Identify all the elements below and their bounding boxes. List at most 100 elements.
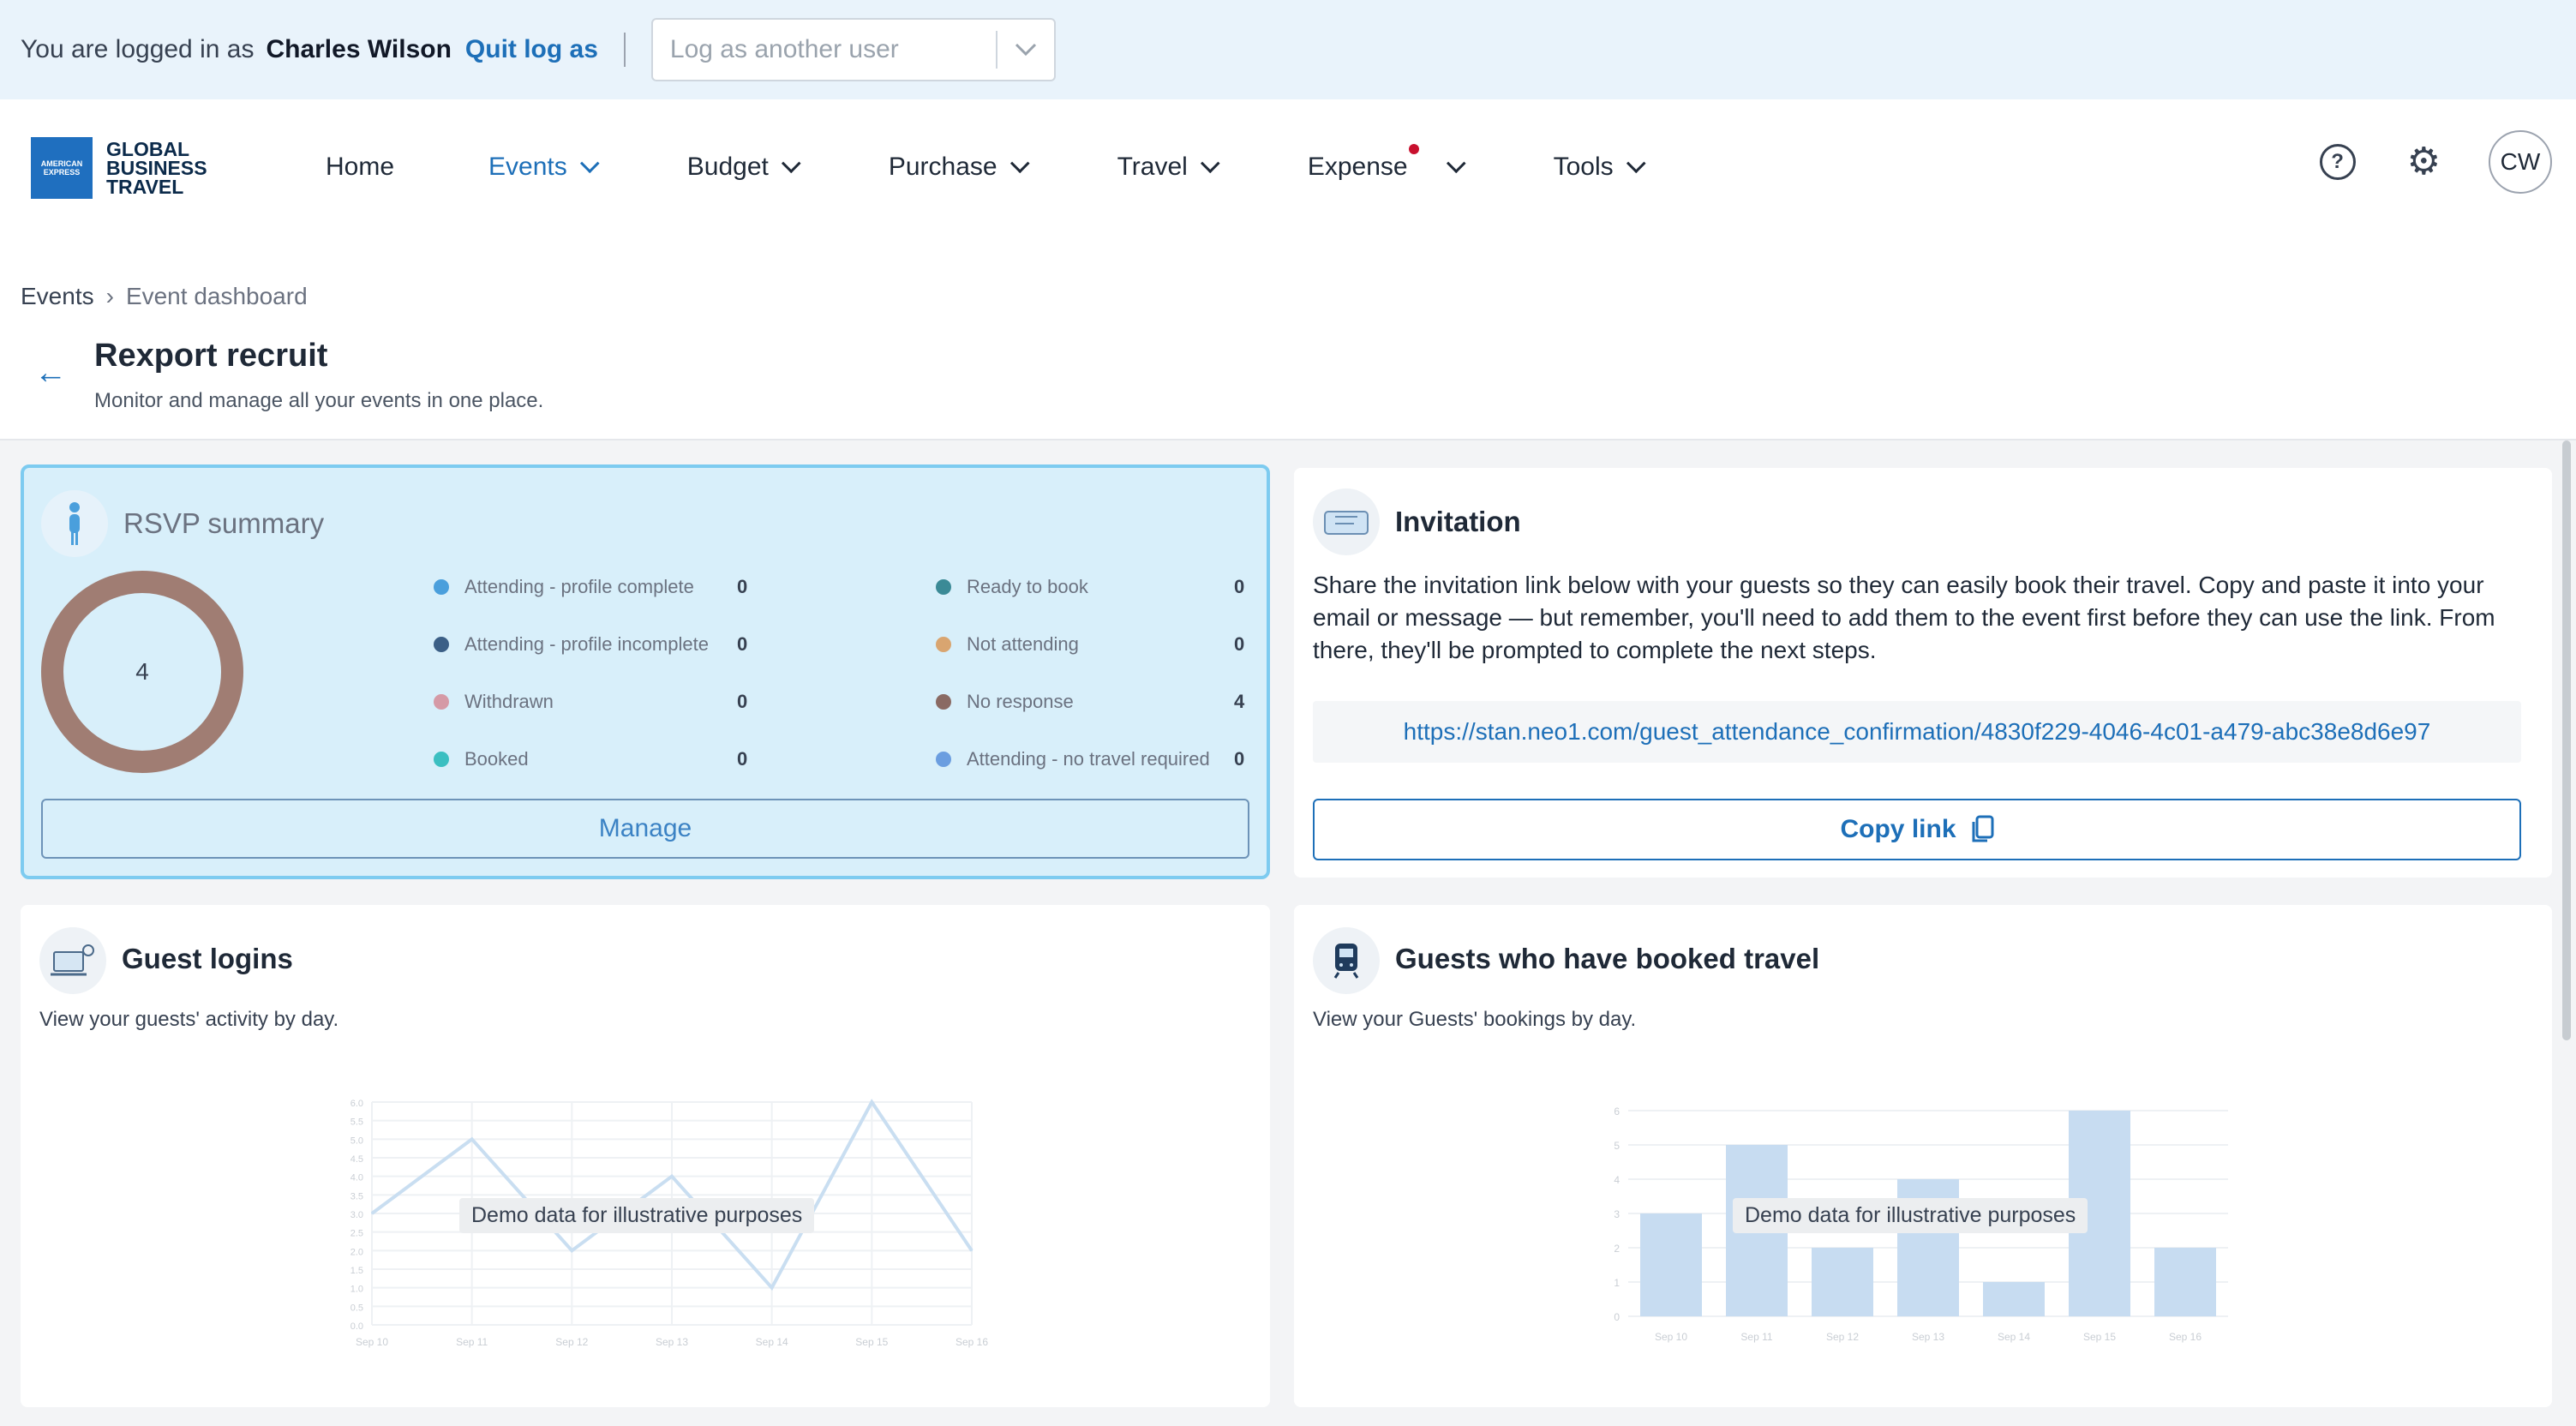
legend-not-attending: Not attending (936, 633, 1079, 656)
guests-booked-desc: View your Guests' bookings by day. (1313, 1008, 1637, 1031)
legend-value: 0 (1234, 748, 1245, 770)
nav-utilities: ? ⚙ CW (2319, 130, 2552, 194)
legend-value: 0 (737, 633, 748, 655)
y-tick-label: 3 (1614, 1208, 1620, 1220)
y-tick-label: 6 (1614, 1105, 1620, 1117)
breadcrumb-current: Event dashboard (125, 283, 308, 309)
x-tick-label: Sep 15 (855, 1336, 888, 1348)
chevron-down-icon (1446, 153, 1466, 174)
page-title: Rexport recruit (94, 338, 328, 374)
impersonated-user: Charles Wilson (266, 35, 452, 63)
brand-logo[interactable]: AMERICAN EXPRESS GLOBAL BUSINESS TRAVEL (31, 137, 207, 199)
nav-purchase[interactable]: Purchase (889, 153, 1030, 182)
x-tick-label: Sep 13 (656, 1336, 688, 1348)
y-tick-label: 6.0 (350, 1099, 363, 1109)
brand-line-3: TRAVEL (106, 176, 184, 198)
y-tick-label: 2.0 (350, 1247, 363, 1257)
guests-booked-bar-chart: 0 1 2 3 4 5 6 Sep 10 Sep 11 Sep 12 Sep 13 Sep 14 Sep… (1614, 1105, 2228, 1343)
bar (1983, 1282, 2045, 1316)
nav-events[interactable]: Events (488, 153, 600, 182)
top-navbar: AMERICAN EXPRESS GLOBAL BUSINESS TRAVEL … (0, 99, 2576, 235)
bar (1640, 1213, 1702, 1316)
guest-logins-title: Guest logins (122, 943, 293, 974)
train-icon (1313, 927, 1380, 994)
x-tick-label: Sep 12 (1826, 1331, 1859, 1343)
y-tick-label: 0.0 (350, 1321, 363, 1332)
brand-line-2: BUSINESS (106, 157, 207, 179)
y-tick-label: 3.5 (350, 1191, 363, 1201)
chevron-down-icon (1626, 153, 1646, 174)
series-line (370, 1099, 973, 1291)
y-tick-label: 1.0 (350, 1285, 363, 1295)
log-as-user-select[interactable]: Log as another user (650, 18, 1056, 81)
logged-in-prefix: You are logged in as (21, 35, 255, 63)
nav-travel[interactable]: Travel (1117, 153, 1220, 182)
x-tick-label: Sep 14 (1998, 1331, 2030, 1343)
nav-expense[interactable]: Expense (1308, 144, 1466, 182)
invitation-card: Invitation Share the invitation link bel… (1294, 468, 2552, 878)
legend-value: 4 (1234, 691, 1245, 712)
chevron-down-icon (1200, 153, 1220, 174)
y-tick-label: 4.5 (350, 1154, 363, 1165)
vertical-scrollbar[interactable] (2562, 440, 2571, 1040)
chevron-down-icon (781, 153, 801, 174)
gear-icon[interactable]: ⚙ (2406, 141, 2441, 183)
page-header: Events › Event dashboard ← Rexport recru… (0, 235, 2576, 440)
x-tick-label: Sep 11 (1740, 1331, 1772, 1343)
bar (2154, 1248, 2216, 1316)
y-tick-label: 2.5 (350, 1229, 363, 1239)
logins-icon (39, 927, 106, 994)
x-tick-label: Sep 14 (756, 1336, 788, 1348)
nav-budget[interactable]: Budget (687, 153, 801, 182)
guest-logins-desc: View your guests' activity by day. (39, 1008, 339, 1031)
legend-ready-to-book: Ready to book (936, 576, 1088, 598)
person-icon (41, 490, 108, 557)
legend-value: 0 (1234, 633, 1245, 655)
y-tick-label: 5 (1614, 1140, 1620, 1152)
chevron-down-icon (1015, 43, 1036, 57)
x-tick-label: Sep 10 (356, 1336, 388, 1348)
legend-no-response: No response (936, 691, 1074, 713)
legend-no-travel: Attending - no travel required (936, 748, 1210, 770)
nav-menu: Home Events Budget Purchase Travel Expen… (326, 99, 1646, 235)
y-tick-label: 1 (1614, 1277, 1620, 1289)
rsvp-title: RSVP summary (123, 507, 325, 539)
legend-value: 0 (737, 748, 748, 770)
help-icon[interactable]: ? (2319, 144, 2356, 180)
legend-booked: Booked (434, 748, 529, 770)
page-subtitle: Monitor and manage all your events in on… (94, 389, 544, 412)
guests-booked-title: Guests who have booked travel (1395, 943, 1820, 974)
bar (1812, 1248, 1873, 1316)
copy-icon (1972, 815, 1993, 842)
notification-dot (1408, 144, 1419, 154)
guest-logins-card: Guest logins View your guests' activity … (21, 905, 1270, 1407)
x-tick-label: Sep 15 (2083, 1331, 2116, 1343)
x-tick-label: Sep 16 (2169, 1331, 2202, 1343)
x-tick-label: Sep 11 (456, 1336, 488, 1348)
breadcrumb: Events › Event dashboard (21, 283, 308, 310)
amex-logo-box: AMERICAN EXPRESS (31, 137, 93, 199)
nav-home[interactable]: Home (326, 153, 395, 181)
rsvp-donut-chart: 4 (41, 571, 243, 773)
nav-tools[interactable]: Tools (1554, 153, 1646, 182)
invitation-title: Invitation (1395, 506, 1521, 537)
avatar[interactable]: CW (2489, 130, 2552, 194)
invitation-link[interactable]: https://stan.neo1.com/guest_attendance_c… (1313, 701, 2521, 763)
brand-line-1: GLOBAL (106, 138, 190, 160)
demo-data-label: Demo data for illustrative purposes (459, 1198, 815, 1233)
breadcrumb-events[interactable]: Events (21, 283, 94, 309)
divider (623, 33, 626, 67)
chevron-down-icon (1009, 153, 1030, 174)
guest-logins-line-chart: 0.0 0.5 1.0 1.5 2.0 2.5 3.0 3.5 4.0 4.5 5.0 5.5 6.0 S… (350, 1099, 989, 1348)
guests-booked-card: Guests who have booked travel View your … (1294, 905, 2552, 1407)
quit-log-as-link[interactable]: Quit log as (464, 35, 598, 63)
y-tick-label: 4.0 (350, 1173, 363, 1183)
back-arrow-icon[interactable]: ← (34, 355, 67, 391)
chevron-down-icon (579, 153, 600, 174)
legend-attending-complete: Attending - profile complete (434, 576, 694, 598)
y-tick-label: 3.0 (350, 1210, 363, 1220)
y-tick-label: 1.5 (350, 1266, 363, 1276)
chevron-right-icon: › (105, 283, 114, 309)
manage-button[interactable]: Manage (41, 799, 1249, 859)
copy-link-button[interactable]: Copy link (1313, 799, 2521, 860)
